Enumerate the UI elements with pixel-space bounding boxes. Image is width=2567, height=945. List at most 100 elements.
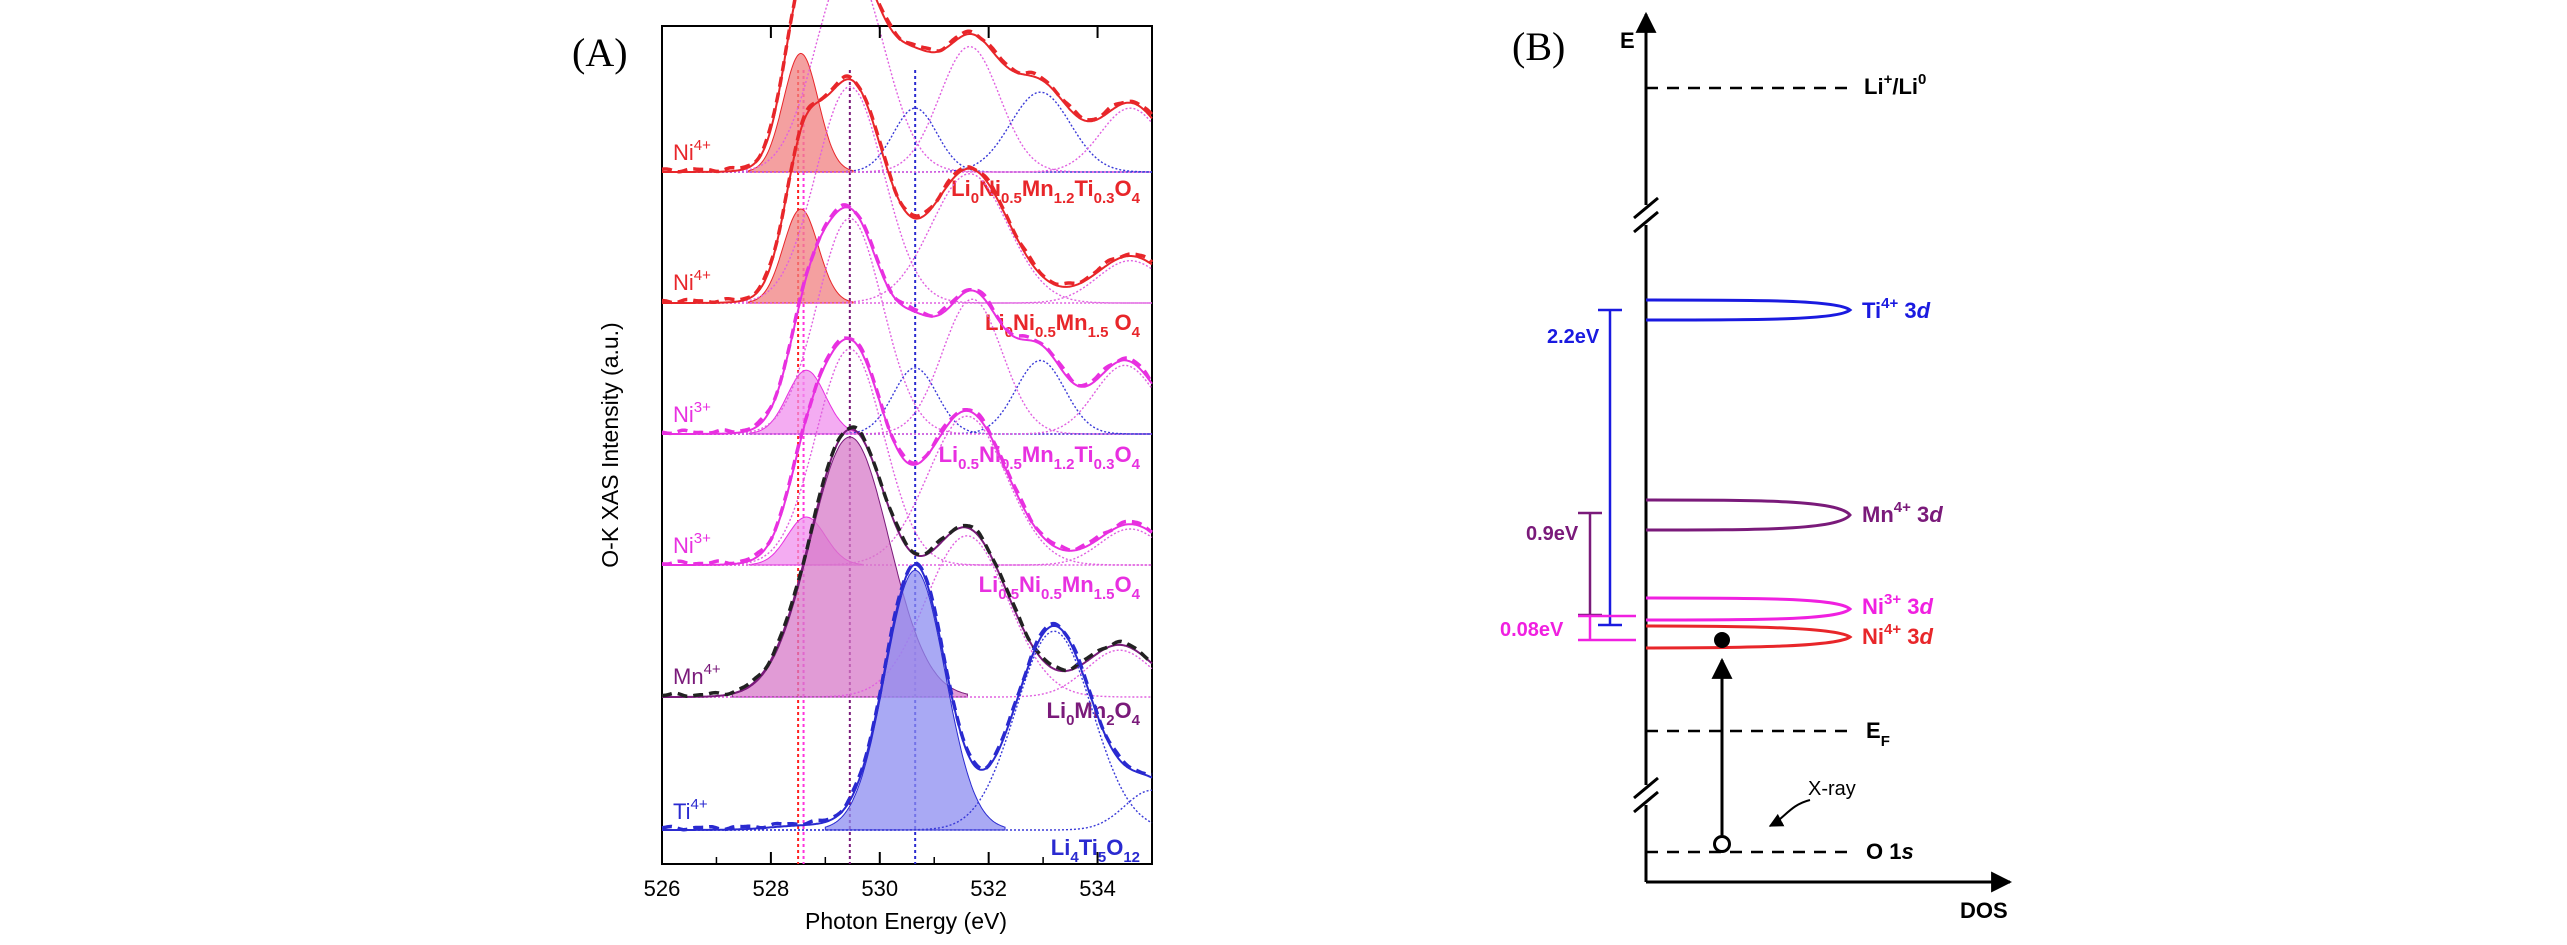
level-label-text: E (1866, 718, 1881, 743)
data-curve (661, 0, 1154, 174)
compound-text: O (1106, 835, 1123, 860)
component-peak (662, 260, 1153, 304)
filled-component-peak (748, 52, 854, 173)
compound-text: Ti (1079, 835, 1098, 860)
component-peak (662, 91, 1152, 173)
gap-label-0-08ev: 0.08eV (1500, 619, 1564, 641)
compound-text: Ni (1013, 310, 1035, 335)
ion-symbol: Mn (673, 664, 704, 689)
level-label-ef: EF (1866, 718, 1890, 750)
compound-text: Li (979, 572, 999, 597)
data-curve (661, 74, 1154, 305)
component-peak (662, 367, 1152, 435)
energy-axis-label: E (1620, 28, 1635, 53)
data-curve (661, 203, 1154, 436)
ion-label: Ti4+ (673, 796, 708, 824)
xray-pointer-arrow (1768, 799, 1811, 827)
x-tick-label: 526 (644, 876, 681, 901)
axis-break-mark (1633, 196, 1659, 220)
level-label-text: 3 (1911, 502, 1929, 527)
mn-3d-dos-peak (1645, 498, 1852, 532)
ion-symbol: Ti (673, 799, 691, 824)
component-peak (662, 364, 1153, 435)
ion-label: Ni3+ (673, 399, 711, 427)
data-curve (661, 336, 1153, 566)
ion-symbol: Ni (673, 140, 694, 165)
compound-subscript: 0.3 (1094, 456, 1115, 473)
gap-bar-0-9ev (1578, 511, 1602, 617)
data-curve (661, 561, 1153, 832)
compound-label: Li0.5Ni0.5Mn1.2Ti0.3O4 (939, 442, 1141, 473)
level-label-li: Li+/Li0 (1864, 71, 1926, 99)
axis-break-mark (1633, 210, 1659, 234)
compound-label: Li0Ni0.5Mn1.2Ti0.3O4 (951, 176, 1141, 207)
compound-subscript: 1.2 (1054, 456, 1075, 473)
level-label-text: Mn (1862, 502, 1894, 527)
compound-text: O (1115, 698, 1132, 723)
ion-charge: 4+ (694, 267, 711, 284)
level-label-italic: s (1901, 839, 1913, 864)
level-label-text: 3 (1901, 594, 1919, 619)
compound-subscript: 0 (1066, 712, 1074, 729)
compound-text: Li (939, 442, 959, 467)
level-label-text: 3 (1898, 298, 1916, 323)
ion-charge: 4+ (704, 661, 721, 678)
compound-text: Ti (1075, 442, 1094, 467)
data-curve (661, 425, 1153, 699)
level-label-sup: 0 (1918, 71, 1926, 88)
compound-subscript: 2 (1106, 712, 1114, 729)
spectrum-5: Ti4+Li4Ti5O12 (661, 561, 1153, 866)
level-label-text: 3 (1901, 624, 1919, 649)
compound-text: O (1108, 310, 1131, 335)
level-label-italic: d (1929, 502, 1943, 527)
ion-symbol: Ni (673, 270, 694, 295)
ni4-3d-dos-peak (1645, 624, 1853, 650)
component-peak (662, 45, 1152, 173)
level-label-ti: Ti4+ 3d (1862, 295, 1931, 323)
panel-a-label: (A) (572, 30, 628, 75)
compound-subscript: 4 (1132, 586, 1141, 603)
compound-text: O (1115, 176, 1132, 201)
level-label-ni3: Ni3+ 3d (1862, 591, 1933, 619)
compound-subscript: 1.2 (1054, 190, 1075, 207)
ion-charge: 4+ (694, 137, 711, 154)
panel-b-label: (B) (1512, 24, 1565, 69)
gap-label-0-9ev: 0.9eV (1526, 523, 1579, 545)
compound-text: Ti (1075, 176, 1094, 201)
ion-label: Ni4+ (673, 267, 711, 295)
level-label-text: Ni (1862, 624, 1884, 649)
compound-label: Li4Ti5O12 (1051, 835, 1140, 866)
level-label-text: Ti (1862, 298, 1881, 323)
spectrum-0: Ni4+ Li0 Ni 0.5Mn1.2Ti0.3O4 (661, 0, 1154, 207)
component-peak (662, 0, 1152, 173)
ni3-3d-dos-peak (1645, 596, 1853, 622)
ion-label: Mn4+ (673, 661, 721, 689)
gap-bar-2-2ev (1598, 308, 1622, 627)
filled-component-peak (824, 569, 1006, 831)
compound-text: Mn (1062, 572, 1094, 597)
level-label-o1s: O 1s (1866, 839, 1914, 864)
axis-break-marks (1633, 196, 1659, 814)
xray-label: X-ray (1808, 778, 1856, 800)
component-peak (662, 528, 1153, 566)
level-label-text: Li (1864, 74, 1884, 99)
compound-subscript: 4 (1132, 712, 1141, 729)
compound-text: Li (1051, 835, 1071, 860)
ion-label: Ni3+ (673, 530, 711, 558)
compound-subscript: 12 (1123, 849, 1140, 866)
panel-b-energy-diagram: (B) E DOS Li+/Li0 Ti4+ 3d Mn4+ 3d Ni3+ 3… (1500, 11, 2013, 923)
component-peak (662, 107, 1153, 173)
compound-subscript: 1.5 (1088, 324, 1109, 341)
compound-subscript: 0.5 (1001, 190, 1022, 207)
level-label-italic: d (1919, 624, 1933, 649)
compound-label: Li0Ni0.5Mn1.5 O4 (985, 310, 1141, 341)
compound-subscript: 1.5 (1094, 586, 1115, 603)
compound-label: Li0Mn2O4 (1047, 698, 1141, 729)
compound-text: Li (1047, 698, 1067, 723)
ion-label: Ni4+ (673, 137, 711, 165)
compound-text: Mn (1022, 176, 1054, 201)
compound-text: Mn (1022, 442, 1054, 467)
compound-text: Li (985, 310, 1005, 335)
x-tick-label: 534 (1079, 876, 1116, 901)
dos-axis-label: DOS (1960, 898, 2008, 923)
